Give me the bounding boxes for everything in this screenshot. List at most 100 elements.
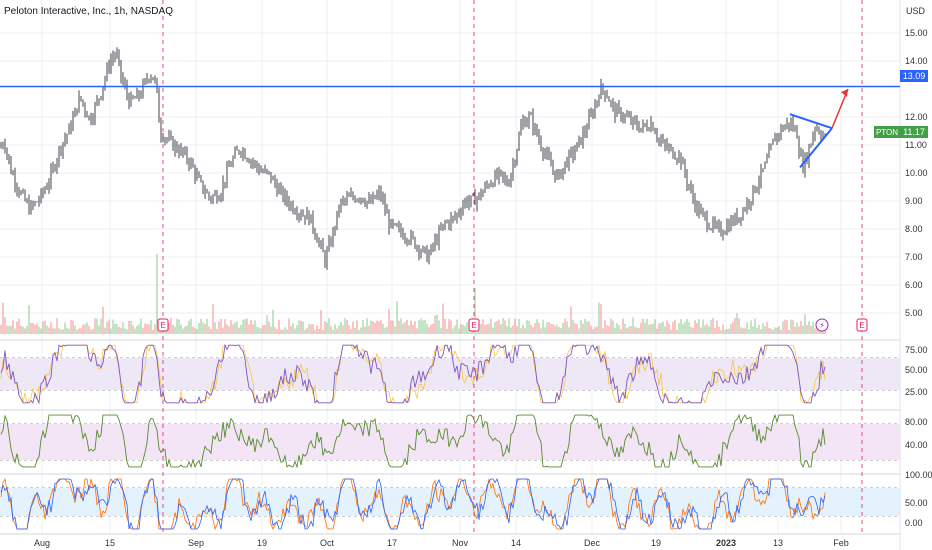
volume-bar — [550, 323, 552, 334]
volume-bar — [74, 325, 76, 334]
level-badge-label: 13.09 — [903, 71, 926, 81]
time-tick-label: Aug — [34, 538, 50, 548]
volume-bar — [22, 326, 24, 334]
volume-bar — [118, 326, 120, 334]
volume-bar — [130, 320, 132, 334]
volume-bar — [788, 329, 790, 334]
volume-bar — [230, 320, 232, 334]
volume-bar — [702, 319, 704, 334]
volume-bar — [740, 327, 742, 334]
time-tick-label: Sep — [188, 538, 204, 548]
volume-bar — [590, 325, 592, 334]
volume-bar — [164, 329, 166, 334]
volume-bar — [436, 314, 438, 334]
volume-bar — [818, 328, 820, 334]
volume-bar — [34, 324, 36, 334]
volume-bar — [302, 321, 304, 334]
volume-bar — [154, 324, 156, 334]
volume-bar — [574, 323, 576, 334]
volume-bar — [446, 328, 448, 334]
volume-bar — [508, 318, 510, 334]
volume-bar — [696, 322, 698, 334]
volume-bar — [2, 302, 4, 334]
volume-bar — [168, 323, 170, 334]
earnings-marker — [157, 318, 169, 332]
volume-bar — [326, 322, 328, 334]
volume-bar — [60, 329, 62, 334]
volume-bar — [544, 327, 546, 334]
volume-bar — [808, 321, 810, 334]
volume-bar — [662, 321, 664, 334]
volume-bar — [618, 325, 620, 334]
time-tick-label: 2023 — [716, 538, 736, 548]
volume-bar — [532, 327, 534, 334]
volume-bar — [16, 321, 18, 334]
volume-bar — [260, 328, 262, 334]
volume-bar — [510, 327, 512, 334]
volume-bar — [438, 320, 440, 334]
volume-bar — [552, 324, 554, 334]
volume-bar — [548, 322, 550, 334]
volume-bar — [76, 329, 78, 334]
axes: 15.00 14.00 12.00 11.00 10.00 9.00 8.00 7.00 6.0… — [34, 28, 932, 548]
volume-bar — [124, 328, 126, 334]
volume-bar — [282, 329, 284, 334]
price-tick-label: 14.00 — [905, 56, 928, 66]
volume-bar — [780, 329, 782, 334]
ticker-badge-label: PTON — [876, 128, 898, 137]
volume-bar — [586, 321, 588, 334]
volume-bar — [500, 324, 502, 334]
volume-bar — [72, 320, 74, 334]
volume-bar — [678, 323, 680, 334]
volume-bar — [42, 321, 44, 334]
volume-bar — [774, 327, 776, 334]
volume-bar — [582, 323, 584, 334]
volume-bar — [360, 327, 362, 334]
earnings-marker — [856, 318, 868, 332]
volume-bar — [670, 329, 672, 334]
rsi-line — [0, 343, 826, 405]
volume-bar — [654, 319, 656, 334]
volume-bar — [382, 323, 384, 334]
volume-bar — [806, 324, 808, 334]
oscillator-line — [0, 413, 826, 469]
volume-bar — [406, 320, 408, 334]
drawings[interactable] — [0, 85, 900, 169]
volume-bar — [646, 318, 648, 334]
price-tick-label: 11.00 — [905, 140, 927, 150]
volume-bar — [716, 320, 718, 334]
volume-bar — [94, 318, 96, 334]
volume-bar — [330, 326, 332, 334]
volume-bar — [722, 324, 724, 334]
volume-bar — [784, 319, 786, 334]
earnings-marker-label: E — [160, 321, 165, 330]
volume-bar — [522, 324, 524, 334]
volume-bar — [486, 324, 488, 334]
volume-bar — [766, 321, 768, 334]
volume-bar — [608, 326, 610, 334]
volume-bar — [312, 323, 314, 334]
indicator-tick-label: 25.00 — [905, 387, 928, 397]
volume-bar — [246, 318, 248, 334]
volume-bar — [280, 329, 282, 334]
price-tick-label: 8.00 — [905, 224, 923, 234]
price-tick-label: 10.00 — [905, 168, 928, 178]
volume-bar — [400, 318, 402, 334]
volume-bar — [480, 323, 482, 334]
volume-bar — [606, 325, 608, 334]
volume-bar — [310, 324, 312, 334]
volume-bar — [212, 304, 214, 334]
volume-bar — [482, 319, 484, 334]
volume-bar — [648, 324, 650, 334]
volume-bar — [286, 329, 288, 334]
volume-bar — [106, 321, 108, 334]
volume-bar — [274, 327, 276, 334]
volume-bar — [720, 329, 722, 334]
volume-bar — [772, 329, 774, 334]
volume-bar — [782, 321, 784, 334]
volume-bar — [156, 254, 158, 334]
volume-bar — [672, 321, 674, 334]
volume-bar — [592, 329, 594, 334]
volume-bar — [238, 327, 240, 334]
